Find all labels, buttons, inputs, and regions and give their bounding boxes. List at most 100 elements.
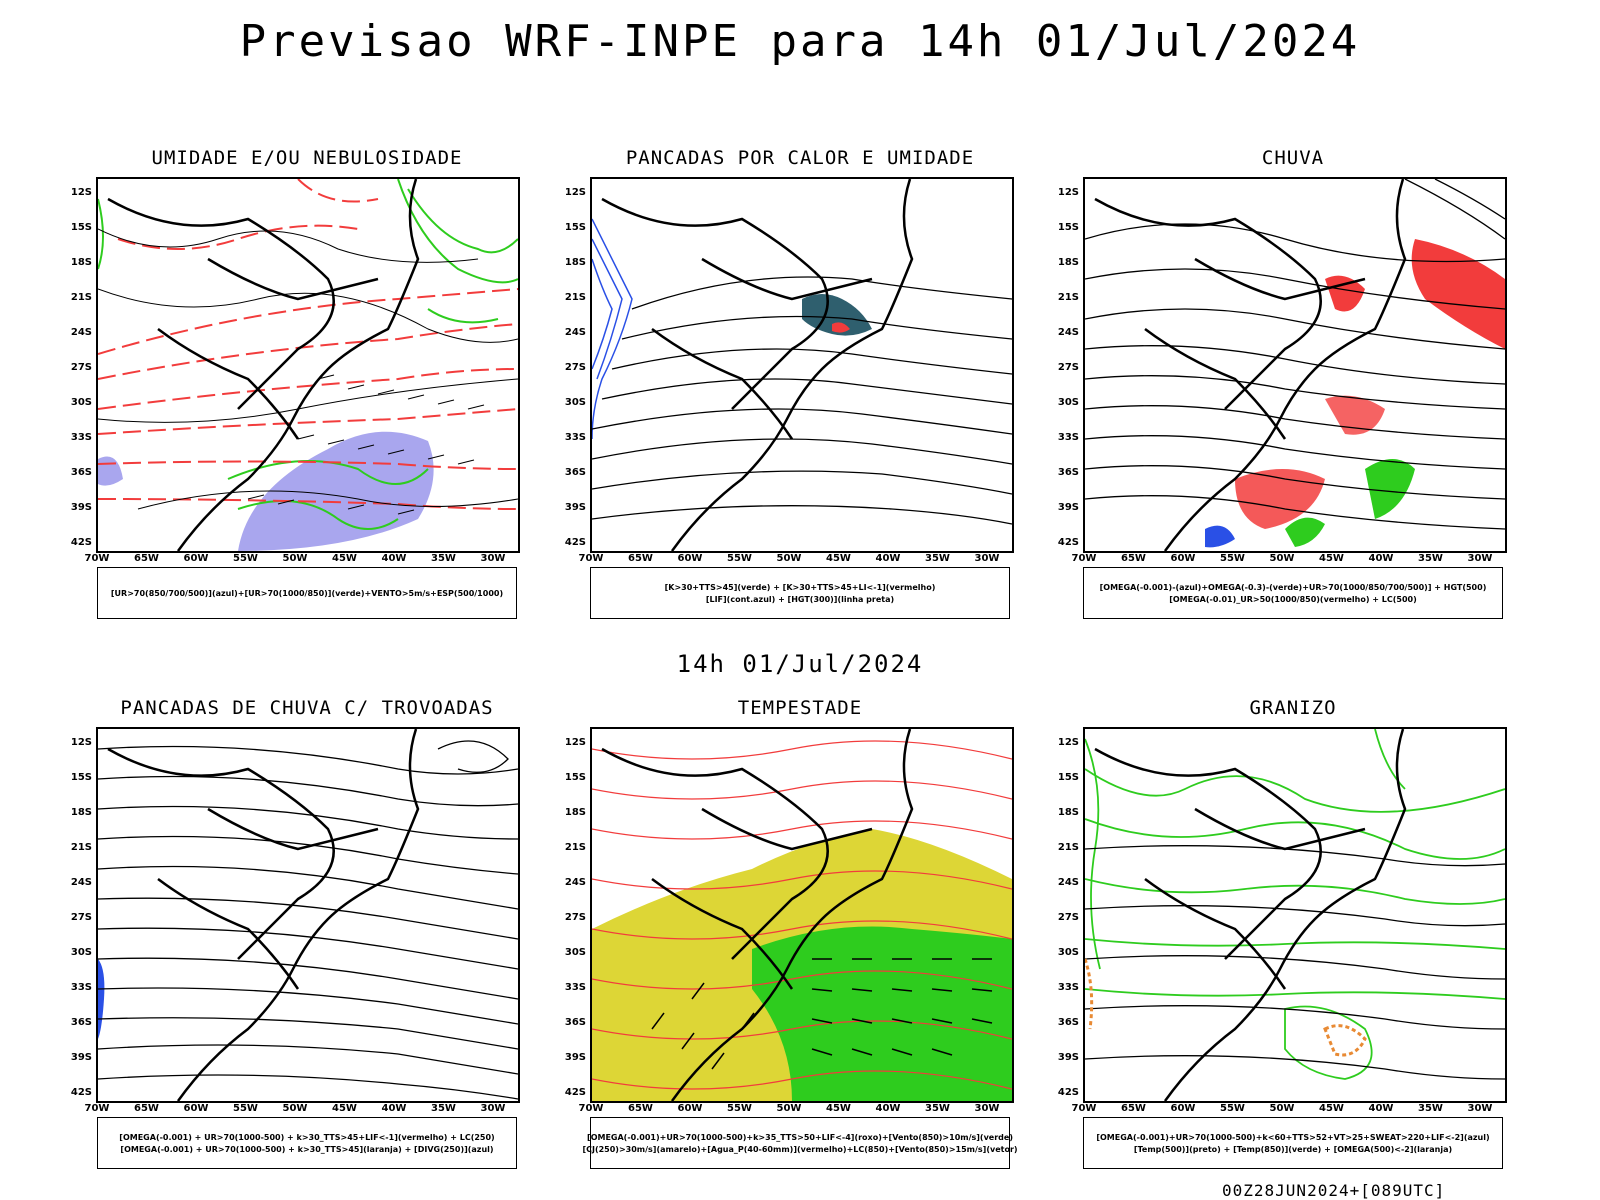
omega-area-blue [1205, 525, 1235, 548]
latitude-tick-label: 21S [1057, 292, 1079, 303]
longitude-tick-label: 50W [776, 553, 802, 564]
legend-line: [LIF](cont.azul) + [HGT(300)](linha pret… [705, 594, 895, 604]
height-contour [592, 505, 1012, 525]
latitude-tick-label: 36S [1057, 1017, 1079, 1028]
map-pancadas-calor-canvas [592, 179, 1012, 551]
latitude-tick-label: 36S [1057, 467, 1079, 478]
height-contour [1085, 465, 1505, 500]
streamline [98, 987, 518, 1025]
thickness-contour [98, 408, 518, 435]
omega-500-area [1085, 958, 1094, 1030]
longitude-tick-label: 50W [1269, 553, 1295, 564]
latitude-tick-label: 33S [70, 982, 92, 993]
longitude-tick-label: 30W [974, 553, 1000, 564]
longitude-tick-label: 35W [1418, 1103, 1443, 1114]
height-contour [1085, 268, 1505, 310]
latitude-tick-label: 42S [564, 1087, 586, 1098]
legend-trovoadas: [OMEGA(-0.001) + UR>70(1000-500) + k>30_… [97, 1117, 517, 1169]
legend-line: [OMEGA(-0.001)+UR>70(1000-500)+k<60+TTS>… [1096, 1132, 1490, 1142]
latitude-tick-label: 42S [70, 1087, 92, 1098]
latitude-tick-label: 18S [70, 257, 92, 268]
longitude-tick-label: 50W [1269, 1103, 1295, 1114]
map-chuva[interactable] [1083, 177, 1507, 553]
border [601, 197, 829, 410]
longitude-tick-label: 45W [332, 1103, 357, 1114]
longitude-tick-label: 45W [826, 553, 851, 564]
latitude-tick-label: 15S [1057, 772, 1079, 783]
latitude-tick-label: 15S [564, 772, 586, 783]
longitude-tick-label: 35W [431, 1103, 456, 1114]
latitude-tick-label: 27S [564, 912, 586, 923]
panel-title-umidade: UMIDADE E/OU NEBULOSIDADE [151, 147, 463, 169]
latitude-tick-label: 24S [1057, 877, 1079, 888]
surface-humidity-contour [227, 460, 429, 485]
map-granizo[interactable] [1083, 727, 1507, 1103]
border [701, 257, 873, 301]
temp-500-contour [1085, 845, 1505, 867]
map-pancadas-calor[interactable] [590, 177, 1014, 553]
latitude-tick-label: 18S [564, 807, 586, 818]
panel-title-pancadas-calor: PANCADAS POR CALOR E UMIDADE [625, 147, 975, 169]
longitude-tick-label: 40W [1368, 553, 1394, 564]
temp-850-contour [1085, 818, 1505, 860]
longitude-tick-label: 55W [727, 1103, 752, 1114]
latitude-tick-label: 36S [564, 467, 586, 478]
longitude-tick-label: 55W [233, 1103, 258, 1114]
latitude-tick-label: 39S [564, 502, 586, 513]
panel-title-chuva: CHUVA [1261, 147, 1325, 169]
rain-area [1325, 395, 1385, 435]
latitude-tick-label: 21S [564, 292, 586, 303]
latitude-tick-label: 18S [1057, 807, 1079, 818]
streamline [98, 897, 518, 940]
streamline-850 [592, 920, 1012, 940]
height-contour [1085, 495, 1505, 530]
omega-area [1365, 459, 1415, 519]
longitude-tick-label: 50W [776, 1103, 802, 1114]
latitude-tick-label: 42S [564, 537, 586, 548]
map-trovoadas[interactable] [96, 727, 520, 1103]
heat-shower-area-red [832, 322, 850, 333]
coastline [670, 179, 914, 551]
border [107, 747, 335, 960]
longitude-tick-label: 45W [332, 553, 357, 564]
temp-850-contour [1085, 768, 1505, 813]
streamline [98, 775, 518, 807]
latitude-tick-label: 42S [1057, 537, 1079, 548]
legend-line: [OMEGA(-0.001) + UR>70(1000-500) + k>30_… [119, 1132, 495, 1142]
longitude-tick-label: 35W [431, 553, 456, 564]
temp-500-contour [1085, 955, 1505, 980]
latitude-tick-label: 18S [1057, 257, 1079, 268]
map-tempestade[interactable] [590, 727, 1014, 1103]
height-contour [592, 470, 1012, 495]
longitude-tick-label: 60W [677, 1103, 703, 1114]
latitude-tick-label: 36S [70, 467, 92, 478]
longitude-tick-label: 40W [381, 1103, 407, 1114]
streamline [98, 1074, 518, 1100]
legend-line: [OMEGA(-0.001)-(azul)+OMEGA(-0.3)-(verde… [1099, 582, 1487, 592]
temp-850-contour [1085, 938, 1505, 950]
rain-area [1411, 239, 1505, 349]
latitude-tick-label: 15S [70, 772, 92, 783]
middle-title: 14h 01/Jul/2024 [676, 650, 924, 678]
streamline [98, 745, 518, 775]
divergence-area [98, 959, 105, 1039]
legend-line: [OMEGA(-0.01)_UR>50(1000/850)(vermelho) … [1169, 594, 1417, 604]
border [651, 327, 794, 440]
latitude-tick-label: 12S [1057, 187, 1079, 198]
thickness-contour [98, 288, 518, 355]
temp-850-contour [1085, 988, 1505, 1000]
temp-850-contour [1284, 1005, 1373, 1080]
longitude-tick-label: 70W [1071, 553, 1097, 564]
map-umidade[interactable] [96, 177, 520, 553]
thickness-contour [98, 368, 518, 410]
latitude-tick-label: 12S [564, 187, 586, 198]
border [1194, 257, 1366, 301]
legend-line: [UR>70(850/700/500)](azul)+[UR>70(1000/8… [110, 588, 504, 598]
streamline-850 [592, 1070, 1012, 1090]
legend-line: [OMEGA(-0.001) + UR>70(1000-500) + k>30_… [120, 1144, 494, 1154]
latitude-tick-label: 33S [564, 982, 586, 993]
thickness-contour [98, 460, 518, 470]
latitude-tick-label: 24S [70, 877, 92, 888]
border [651, 877, 794, 990]
lifted-index-contour [592, 258, 613, 370]
